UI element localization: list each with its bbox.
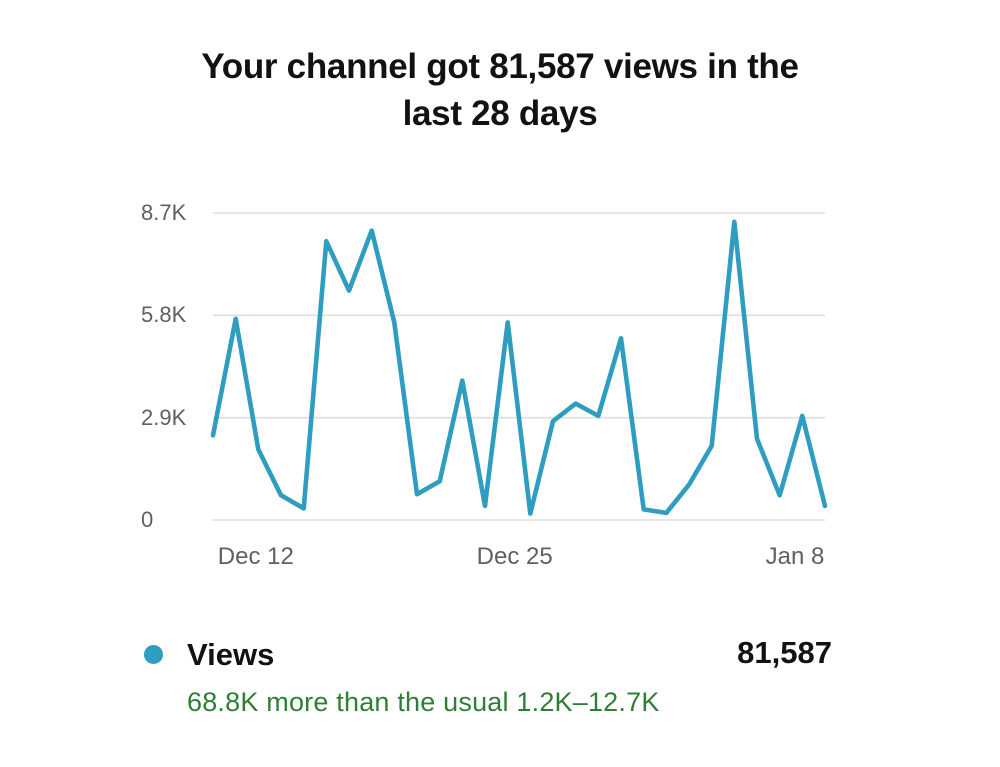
y-axis-tick-label: 0: [141, 507, 154, 532]
y-axis-tick-label: 2.9K: [141, 404, 187, 430]
x-axis-tick-label: Jan 8: [765, 543, 825, 570]
page-title: Your channel got 81,587 views in the last…: [0, 43, 1000, 137]
y-axis-tick-label: 8.7K: [141, 200, 187, 225]
views-legend-label: Views: [187, 637, 275, 672]
views-series-dot: [144, 645, 163, 664]
y-axis-tick-label: 5.8K: [141, 302, 187, 328]
comparison-text: 68.8K more than the usual 1.2K–12.7K: [187, 687, 660, 717]
views-total-value: 81,587: [737, 635, 832, 670]
x-axis-tick-label: Dec 25: [476, 543, 553, 570]
views-chart-svg: [210, 212, 828, 521]
chart-plot[interactable]: [210, 212, 828, 521]
page-title-line1: Your channel got 81,587 views in the: [201, 47, 799, 87]
x-axis-tick-label: Dec 12: [217, 543, 294, 570]
page-title-line2: last 28 days: [402, 94, 598, 134]
views-series-line: [210, 219, 828, 516]
